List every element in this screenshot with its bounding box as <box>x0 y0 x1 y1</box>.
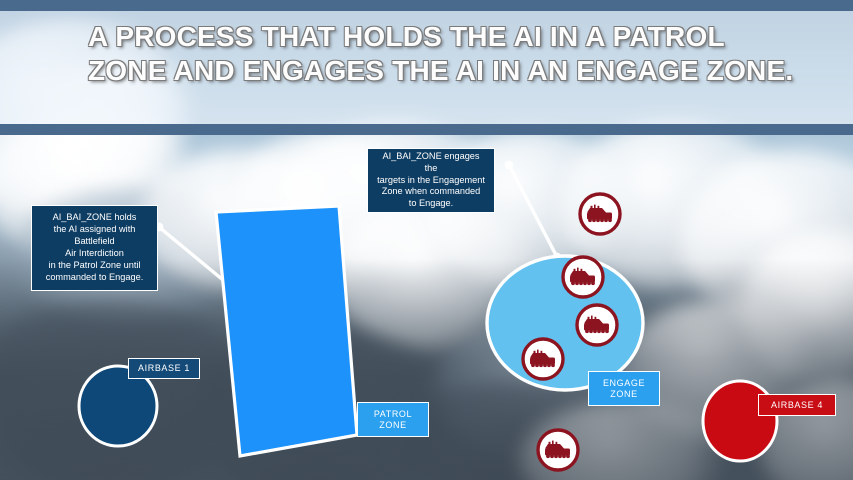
callout-line: Battlefield <box>74 236 115 247</box>
airbase-4-circle[interactable] <box>701 379 779 463</box>
target-icon-1[interactable] <box>578 192 622 236</box>
callout-line: in the Patrol Zone until <box>48 259 141 270</box>
target-icon-3[interactable] <box>575 303 619 347</box>
patrol-callout[interactable]: AI_BAI_ZONE holds the AI assigned with B… <box>31 205 158 291</box>
callout-line: targets in the Engagement <box>377 174 485 185</box>
callout-line: the AI assigned with <box>53 224 136 235</box>
header-top-strip <box>0 0 853 11</box>
airbase-4-label-text: AIRBASE 4 <box>771 399 823 410</box>
callout-line: AI_BAI_ZONE engages the <box>382 150 480 173</box>
engage-zone-label[interactable]: ENGAGE ZONE <box>588 371 660 406</box>
target-icon-2[interactable] <box>561 255 605 299</box>
patrol-zone-label-line2: ZONE <box>379 419 407 430</box>
airbase-1-label[interactable]: AIRBASE 1 <box>128 358 200 379</box>
callout-line: Air Interdiction <box>65 248 124 258</box>
callout-line: Zone when commanded <box>381 186 481 197</box>
patrol-zone-label[interactable]: PATROL ZONE <box>357 402 429 437</box>
engage-zone-label-line1: ENGAGE <box>602 377 646 388</box>
engage-connector <box>504 160 562 262</box>
patrol-zone-polygon[interactable] <box>214 204 359 458</box>
header-band <box>0 11 853 124</box>
callout-line: commanded to Engage. <box>45 271 144 282</box>
patrol-zone-label-line1: PATROL <box>373 408 413 419</box>
patrol-callout-text: AI_BAI_ZONE holds the AI assigned with B… <box>46 212 144 284</box>
callout-line: AI_BAI_ZONE holds <box>52 212 137 223</box>
engage-callout[interactable]: AI_BAI_ZONE engages the targets in the E… <box>367 148 495 213</box>
engage-zone-label-line2: ZONE <box>610 388 638 399</box>
page-title: A PROCESS THAT HOLDS THE AI IN A PATROL … <box>88 21 794 87</box>
target-icon-5[interactable] <box>536 428 580 472</box>
callout-line: to Engage. <box>408 198 454 209</box>
airbase-1-label-text: AIRBASE 1 <box>138 363 190 374</box>
airbase-1-circle[interactable] <box>77 364 159 448</box>
target-icon-4[interactable] <box>521 337 565 381</box>
engage-callout-text: AI_BAI_ZONE engages the targets in the E… <box>376 151 486 211</box>
airbase-4-label[interactable]: AIRBASE 4 <box>758 394 836 416</box>
header-bottom-strip <box>0 124 853 135</box>
